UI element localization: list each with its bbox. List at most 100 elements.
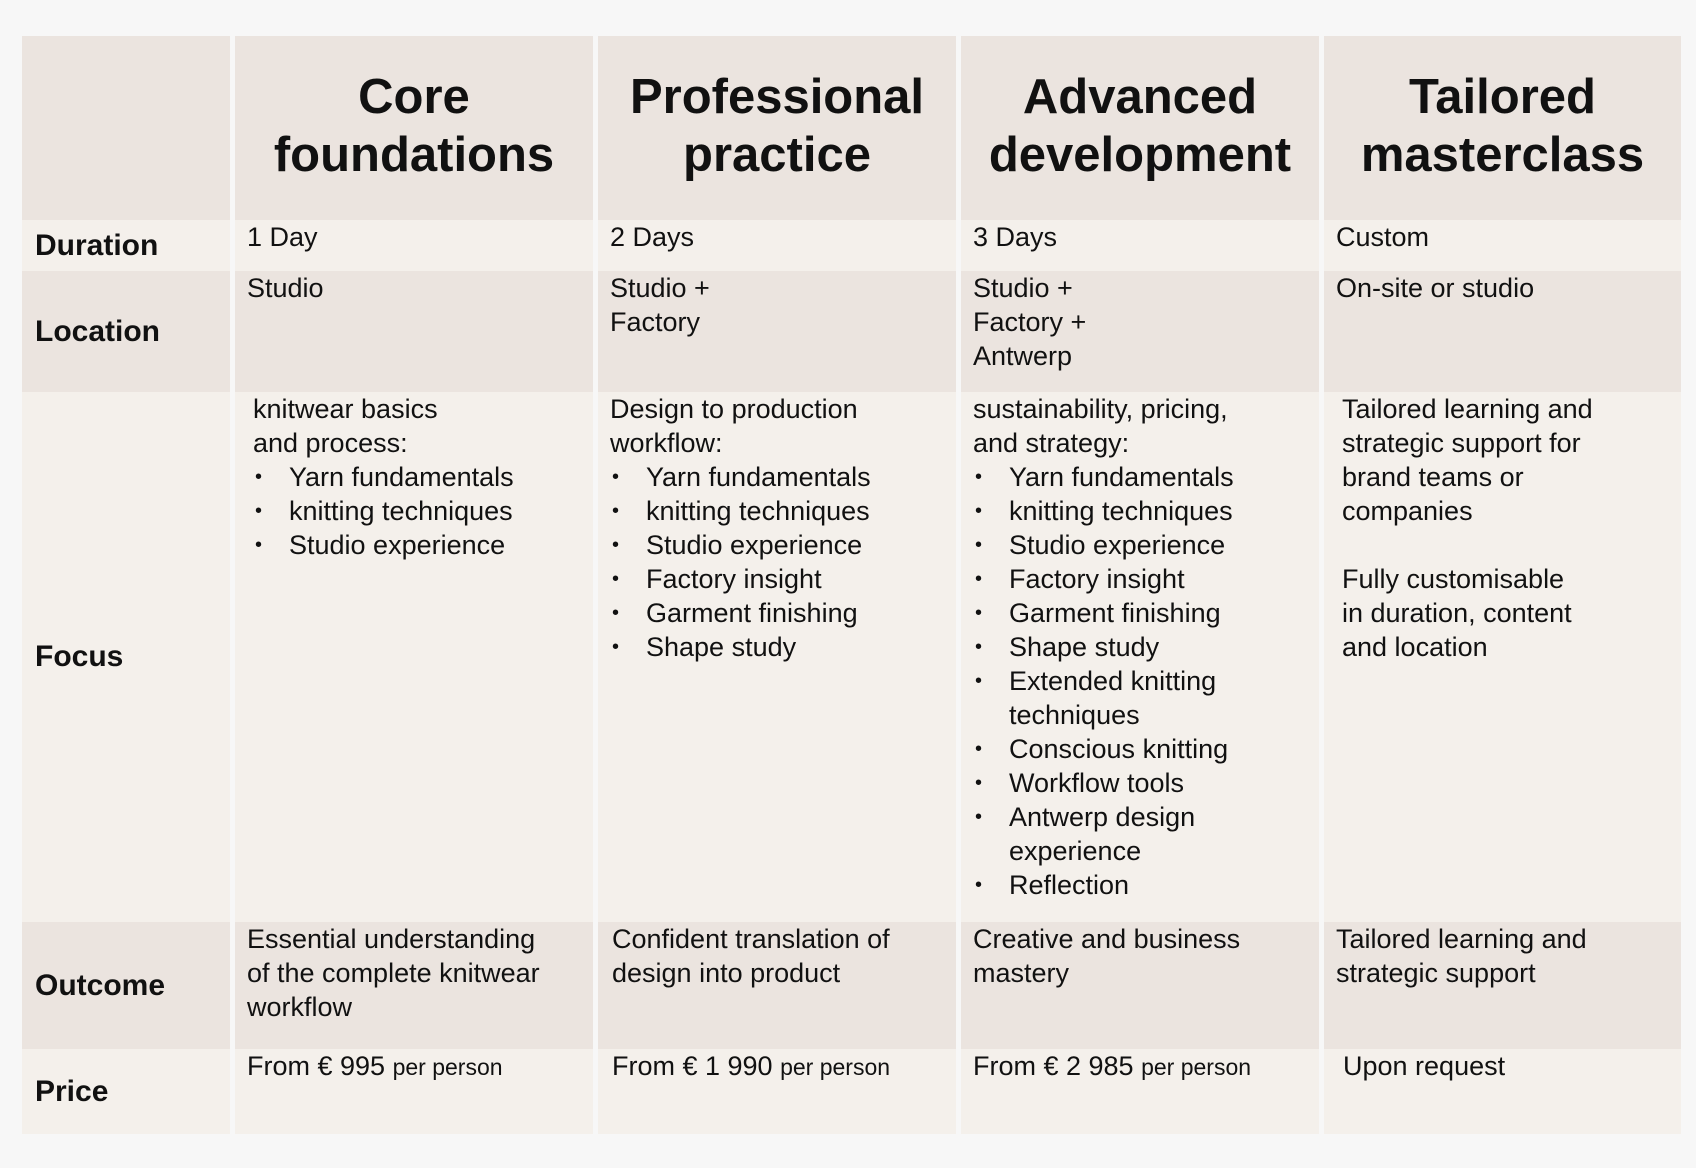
header-line: practice	[683, 128, 871, 182]
header-corner	[22, 36, 230, 220]
header-core-foundations: Core foundations	[235, 36, 593, 220]
focus-professional: Design to production workflow: Yarn fund…	[598, 392, 956, 922]
focus-text-line: brand teams or	[1342, 462, 1524, 492]
location-line: Factory	[610, 307, 701, 337]
focus-intro: workflow:	[610, 428, 723, 458]
list-item: Shape study	[610, 630, 944, 664]
focus-list: Yarn fundamentals knitting techniques St…	[253, 460, 581, 562]
row-label-outcome: Outcome	[22, 922, 230, 1049]
focus-list: Yarn fundamentals knitting techniques St…	[610, 460, 944, 664]
header-line: Professional	[629, 70, 925, 124]
price-professional: From € 1 990 per person	[598, 1049, 956, 1134]
list-item: knitting techniques	[973, 494, 1307, 528]
location-professional: Studio + Factory	[598, 271, 956, 392]
list-item: Yarn fundamentals	[610, 460, 944, 494]
location-line: Factory +	[973, 307, 1087, 337]
header-line: foundations	[273, 128, 555, 182]
list-item-line: experience	[1009, 836, 1142, 866]
outcome-professional: Confident translation of design into pro…	[598, 922, 956, 1049]
row-label-price: Price	[22, 1049, 230, 1134]
outcome-line: Creative and business	[973, 924, 1241, 954]
duration-tailored: Custom	[1324, 220, 1681, 271]
focus-intro: sustainability, pricing,	[973, 394, 1228, 424]
list-item: Extended knitting techniques	[973, 664, 1307, 732]
price-unit: per person	[780, 1054, 891, 1080]
focus-tailored: Tailored learning and strategic support …	[1324, 392, 1681, 922]
header-professional-practice: Professional practice	[598, 36, 956, 220]
list-item: Garment finishing	[973, 596, 1307, 630]
location-line: Studio +	[973, 273, 1073, 303]
list-item: Yarn fundamentals	[253, 460, 581, 494]
price-core: From € 995 per person	[235, 1049, 593, 1134]
list-item: Yarn fundamentals	[973, 460, 1307, 494]
location-advanced: Studio + Factory + Antwerp	[961, 271, 1319, 392]
focus-list: Yarn fundamentals knitting techniques St…	[973, 460, 1307, 902]
list-item: Workflow tools	[973, 766, 1307, 800]
location-line: Antwerp	[973, 341, 1073, 371]
header-tailored-masterclass: Tailored masterclass	[1324, 36, 1681, 220]
location-tailored: On-site or studio	[1324, 271, 1681, 392]
row-label-focus: Focus	[22, 392, 230, 922]
price-amount: From € 995	[247, 1051, 386, 1081]
duration-core: 1 Day	[235, 220, 593, 271]
list-item: Studio experience	[973, 528, 1307, 562]
outcome-line: Essential understanding	[247, 924, 536, 954]
focus-text-line: in duration, content	[1342, 598, 1572, 628]
header-advanced-development: Advanced development	[961, 36, 1319, 220]
focus-text-line: strategic support for	[1342, 428, 1581, 458]
focus-text-line: Fully customisable	[1342, 564, 1565, 594]
comparison-table: Core foundations Professional practice A…	[22, 36, 1681, 1134]
price-advanced: From € 2 985 per person	[961, 1049, 1319, 1134]
list-item: Shape study	[973, 630, 1307, 664]
duration-professional: 2 Days	[598, 220, 956, 271]
price-amount: From € 1 990	[612, 1051, 773, 1081]
focus-intro: and process:	[253, 428, 408, 458]
outcome-line: of the complete knitwear	[247, 958, 540, 988]
list-item: knitting techniques	[610, 494, 944, 528]
list-item: Studio experience	[253, 528, 581, 562]
location-line: Studio	[247, 273, 324, 303]
list-item: Studio experience	[610, 528, 944, 562]
location-line: Studio +	[610, 273, 710, 303]
list-item-line: Antwerp design	[1009, 802, 1196, 832]
list-item: Antwerp design experience	[973, 800, 1307, 868]
price-unit: per person	[1141, 1054, 1252, 1080]
price-tailored: Upon request	[1324, 1049, 1681, 1134]
outcome-line: strategic support	[1336, 958, 1536, 988]
outcome-advanced: Creative and business mastery	[961, 922, 1319, 1049]
row-label-duration: Duration	[22, 220, 230, 271]
header-line: masterclass	[1360, 128, 1645, 182]
outcome-line: mastery	[973, 958, 1070, 988]
focus-intro: Design to production	[610, 394, 858, 424]
location-core: Studio	[235, 271, 593, 392]
price-unit: per person	[392, 1054, 503, 1080]
header-line: Core	[358, 70, 470, 124]
duration-advanced: 3 Days	[961, 220, 1319, 271]
header-line: development	[988, 128, 1292, 182]
focus-intro: and strategy:	[973, 428, 1130, 458]
outcome-core: Essential understanding of the complete …	[235, 922, 593, 1049]
list-item: Conscious knitting	[973, 732, 1307, 766]
outcome-line: workflow	[247, 992, 353, 1022]
focus-text-line: Tailored learning and	[1342, 394, 1593, 424]
price-amount: From € 2 985	[973, 1051, 1134, 1081]
list-item: knitting techniques	[253, 494, 581, 528]
header-line: Tailored	[1409, 70, 1596, 124]
list-item: Reflection	[973, 868, 1307, 902]
outcome-line: Tailored learning and	[1336, 924, 1587, 954]
header-line: Advanced	[1022, 70, 1258, 124]
list-item: Factory insight	[610, 562, 944, 596]
paragraph-gap	[1342, 528, 1669, 562]
focus-intro: knitwear basics	[253, 394, 438, 424]
outcome-line: Confident translation of	[612, 924, 890, 954]
outcome-tailored: Tailored learning and strategic support	[1324, 922, 1681, 1049]
list-item-line: Extended knitting	[1009, 666, 1217, 696]
focus-text-line: and location	[1342, 632, 1488, 662]
focus-text-line: companies	[1342, 496, 1473, 526]
outcome-line: design into product	[612, 958, 841, 988]
list-item: Factory insight	[973, 562, 1307, 596]
list-item-line: techniques	[1009, 700, 1140, 730]
location-line: On-site or studio	[1336, 273, 1535, 303]
row-label-location: Location	[22, 271, 230, 392]
list-item: Garment finishing	[610, 596, 944, 630]
